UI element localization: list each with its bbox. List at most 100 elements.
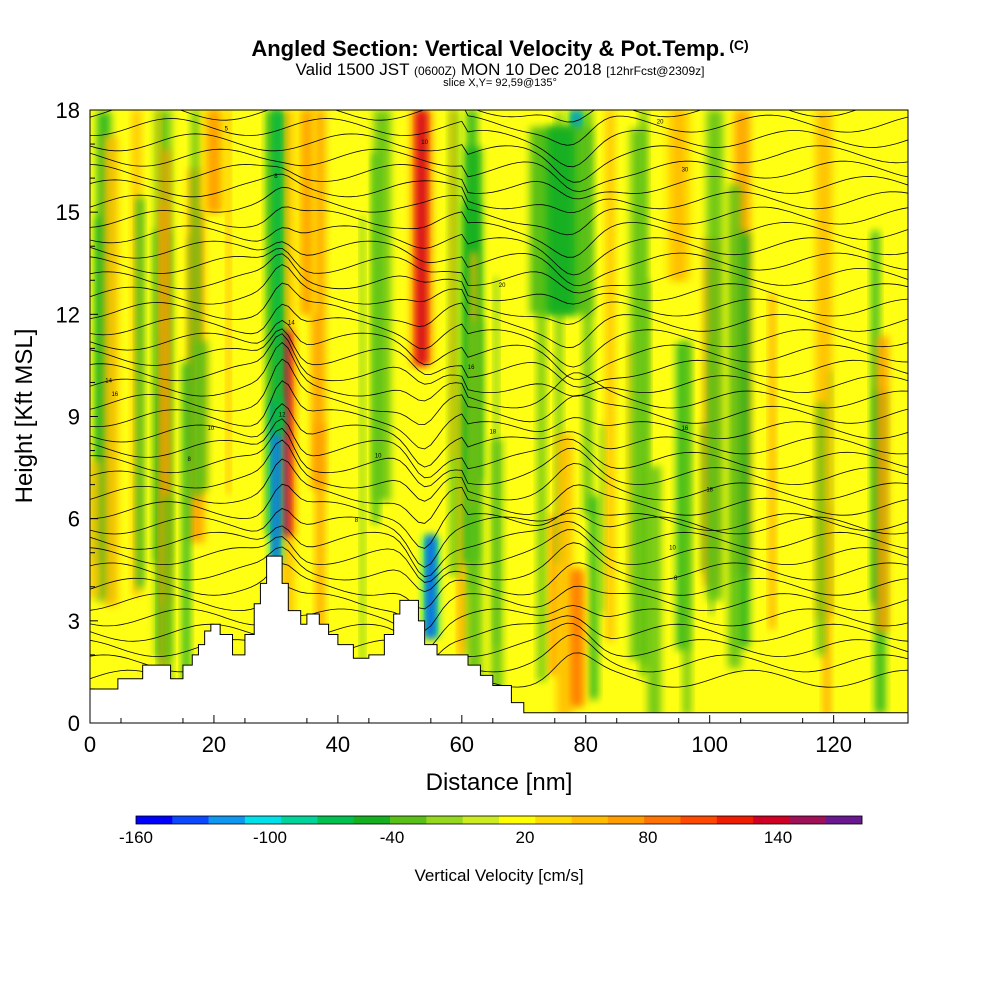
texture-cell bbox=[450, 110, 455, 458]
texture-cell bbox=[360, 216, 365, 707]
chart-title: Angled Section: Vertical Velocity & Pot.… bbox=[251, 36, 749, 61]
velocity-core bbox=[274, 110, 281, 434]
contour-label: 30 bbox=[682, 167, 689, 173]
colorbar-swatch bbox=[789, 816, 826, 824]
colorbar-swatch bbox=[426, 816, 463, 824]
contour-label: 16 bbox=[682, 426, 689, 432]
theta-contour bbox=[90, 164, 908, 200]
theta-contour bbox=[90, 225, 908, 276]
texture-cell bbox=[182, 362, 191, 696]
copyright-mark: (C) bbox=[729, 37, 749, 53]
x-tick-label: 120 bbox=[815, 732, 852, 757]
y-tick-label: 18 bbox=[56, 98, 80, 123]
velocity-core bbox=[547, 127, 575, 315]
x-tick-label: 0 bbox=[84, 732, 96, 757]
texture-cell bbox=[589, 495, 599, 700]
texture-cell bbox=[769, 294, 776, 630]
colorbar-swatch bbox=[244, 816, 282, 824]
texture-cell bbox=[548, 514, 559, 675]
theta-contour bbox=[90, 585, 908, 632]
theta-contour bbox=[90, 427, 908, 488]
colorbar-title: Vertical Velocity [cm/s] bbox=[414, 866, 583, 885]
texture-cell bbox=[136, 197, 144, 588]
slice-info: slice X,Y= 92,59@135° bbox=[443, 77, 557, 89]
texture-cell bbox=[605, 110, 615, 642]
colorbar-tick-label: -160 bbox=[119, 828, 153, 847]
velocity-core bbox=[281, 331, 290, 536]
texture-cell bbox=[163, 495, 172, 701]
texture-cell bbox=[555, 111, 563, 564]
colorbar bbox=[135, 815, 863, 825]
theta-contour bbox=[90, 605, 908, 651]
colorbar-swatch bbox=[390, 816, 427, 824]
colorbar-tick-label: 140 bbox=[764, 828, 792, 847]
texture-cell bbox=[466, 320, 483, 694]
x-tick-label: 100 bbox=[691, 732, 728, 757]
theta-contour bbox=[90, 508, 908, 568]
velocity-core bbox=[208, 110, 220, 213]
texture-cell bbox=[162, 149, 171, 606]
colorbar-swatch bbox=[753, 816, 790, 824]
colorbar-tick-label: 20 bbox=[516, 828, 535, 847]
texture-cell bbox=[647, 466, 661, 720]
y-tick-label: 9 bbox=[68, 405, 80, 430]
texture-cell bbox=[706, 110, 723, 601]
texture-cell bbox=[728, 184, 742, 669]
theta-contour bbox=[90, 148, 908, 193]
contour-label: 8 bbox=[355, 518, 359, 524]
theta-contour bbox=[90, 253, 908, 305]
x-tick-label: 80 bbox=[574, 732, 598, 757]
texture-cell bbox=[103, 135, 119, 607]
texture-cell bbox=[709, 343, 714, 615]
contour-label: 18 bbox=[706, 487, 713, 493]
x-tick-label: 60 bbox=[450, 732, 474, 757]
contour-label: 10 bbox=[421, 140, 428, 146]
y-tick-label: 15 bbox=[56, 200, 80, 225]
theta-contour bbox=[90, 358, 908, 426]
texture-cell bbox=[90, 460, 101, 599]
theta-contour bbox=[90, 403, 908, 468]
theta-contour bbox=[90, 247, 908, 294]
theta-contour bbox=[90, 110, 908, 146]
texture-cell bbox=[156, 110, 161, 577]
colorbar-tick-label: -100 bbox=[253, 828, 287, 847]
y-tick-label: 6 bbox=[68, 507, 80, 532]
colorbar-swatch bbox=[208, 816, 246, 824]
colorbar-swatch bbox=[825, 816, 863, 824]
contour-label: 8 bbox=[674, 576, 678, 582]
contour-label: 14 bbox=[288, 321, 295, 327]
theta-contour bbox=[90, 615, 908, 662]
texture-cell bbox=[373, 110, 391, 502]
colorbar-swatch bbox=[462, 816, 500, 824]
texture-cell bbox=[265, 110, 276, 537]
theta-contour bbox=[90, 186, 908, 236]
colorbar-swatch bbox=[571, 816, 609, 824]
contour-label: 14 bbox=[105, 378, 112, 384]
colorbar-swatch bbox=[644, 816, 681, 824]
x-axis-title: Distance [nm] bbox=[426, 769, 573, 796]
theta-contour bbox=[90, 542, 908, 593]
theta-contour bbox=[90, 73, 908, 106]
contour-label: 8 bbox=[274, 174, 278, 180]
contour-label: 18 bbox=[489, 430, 496, 436]
contour-label: 20 bbox=[499, 283, 506, 289]
theta-contour bbox=[90, 341, 908, 409]
theta-contour bbox=[90, 173, 908, 214]
texture-cell bbox=[494, 277, 499, 647]
theta-contour bbox=[90, 439, 908, 502]
texture-cell bbox=[600, 424, 606, 614]
x-tick-label: 20 bbox=[202, 732, 226, 757]
colorbar-swatch bbox=[680, 816, 718, 824]
terrain-profile bbox=[90, 555, 908, 723]
theta-contour bbox=[475, 110, 858, 123]
chart-subtitle: Valid 1500 JST (0600Z) MON 10 Dec 2018 [… bbox=[295, 60, 705, 79]
colorbar-swatch bbox=[281, 816, 318, 824]
y-tick-label: 3 bbox=[68, 609, 80, 634]
y-tick-label: 12 bbox=[56, 302, 80, 327]
theta-contour bbox=[90, 206, 908, 258]
theta-contour bbox=[90, 333, 908, 397]
plot-area: 5 8 10 14 12 10 8 10 8 14 16 20 16 18 20 30 16 18 10 8 bbox=[90, 73, 908, 723]
contour-label: 20 bbox=[657, 120, 664, 126]
velocity-core bbox=[417, 110, 426, 366]
